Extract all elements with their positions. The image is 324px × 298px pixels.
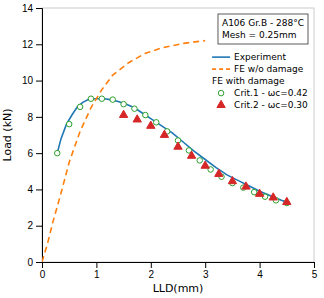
tick-mark <box>36 226 42 227</box>
legend-item: Experiment <box>212 52 286 62</box>
tick: 6 <box>27 148 42 159</box>
point <box>88 96 94 102</box>
point <box>215 169 223 176</box>
tick: 2 <box>149 262 155 280</box>
point <box>283 197 291 204</box>
series-line <box>42 41 205 262</box>
point <box>147 121 155 128</box>
legend: Experiment FE w/o damage FE with damage Cri… <box>212 52 308 110</box>
tick-label: 10 <box>22 75 34 86</box>
annotation: A106 Gr.B - 288°C Mesh = 0.25mm <box>218 14 308 44</box>
tick: 12 <box>22 39 42 50</box>
point <box>119 110 127 117</box>
point <box>160 130 168 137</box>
y-axis-line <box>36 9 43 263</box>
legend-swatch <box>218 90 224 96</box>
legend-label: FE w/o damage <box>234 64 304 74</box>
tick-mark <box>36 189 42 190</box>
legend-item: FE w/o damage <box>212 64 304 74</box>
tick-label: 12 <box>22 39 34 50</box>
point <box>228 176 236 183</box>
tick-label: 0 <box>27 257 33 268</box>
tick: 3 <box>203 262 209 280</box>
chart: 01234502468101214A106 Gr.B - 288°CMesh =… <box>0 0 324 298</box>
series-line <box>57 99 287 202</box>
tick-mark <box>260 262 261 268</box>
point <box>255 189 263 196</box>
tick-label: 8 <box>27 112 33 123</box>
x-axis: 0 1 2 3 4 5 <box>40 262 318 280</box>
annotation-text: A106 Gr.B - 288°C <box>222 18 304 28</box>
point <box>99 96 105 102</box>
point <box>77 104 83 110</box>
point <box>133 115 141 122</box>
tick: 2 <box>27 220 42 231</box>
point <box>242 182 250 189</box>
point <box>251 189 257 195</box>
annotation-box <box>218 14 308 44</box>
plot-frame <box>42 8 314 262</box>
tick: 0 <box>40 262 46 280</box>
point <box>54 150 60 156</box>
tick-label: 14 <box>22 3 34 14</box>
legend-item: Crit.2 - ωc=0.30 <box>217 100 308 110</box>
y-axis: 0 2 4 6 8 10 12 14 <box>22 3 43 268</box>
point <box>153 120 159 126</box>
tick: 5 <box>312 262 318 280</box>
tick-label: 3 <box>203 269 209 280</box>
legend-swatch <box>212 56 230 58</box>
point <box>201 161 209 168</box>
point <box>143 112 149 118</box>
point <box>132 106 138 112</box>
tick: 4 <box>257 262 263 280</box>
legend-label: Crit.1 - ωc=0.42 <box>234 88 308 98</box>
tick-mark <box>151 262 152 268</box>
tick-mark <box>36 153 42 154</box>
tick-label: 2 <box>27 220 33 231</box>
tick-label: 1 <box>94 269 100 280</box>
point <box>197 158 203 164</box>
tick-mark <box>36 81 42 82</box>
tick-mark <box>36 8 42 9</box>
tick: 1 <box>94 262 100 280</box>
tick-label: 2 <box>149 269 155 280</box>
point <box>269 193 277 200</box>
legend-item: Crit.1 - ωc=0.42 <box>218 88 307 98</box>
legend-heading: FE with damage <box>212 76 285 86</box>
tick: 4 <box>27 184 42 195</box>
legend-swatch <box>217 100 225 107</box>
tick-mark <box>205 262 206 268</box>
point <box>121 101 127 107</box>
tick: 8 <box>27 112 42 123</box>
tick-label: 0 <box>40 269 46 280</box>
point <box>110 97 116 103</box>
tick-label: 5 <box>312 269 318 280</box>
point <box>66 121 72 127</box>
legend-label: Crit.2 - ωc=0.30 <box>234 100 308 110</box>
tick-label: 6 <box>27 148 33 159</box>
legend-label: Experiment <box>234 52 286 62</box>
tick-mark <box>36 262 42 263</box>
point <box>187 151 195 158</box>
tick: 14 <box>22 3 42 14</box>
y-axis-title: Load (kN) <box>1 108 14 161</box>
plot: 01234502468101214A106 Gr.B - 288°CMesh =… <box>22 3 318 280</box>
annotation-text: Mesh = 0.25mm <box>222 30 297 40</box>
point <box>174 142 182 149</box>
tick-mark <box>36 44 42 45</box>
tick-label: 4 <box>257 269 263 280</box>
tick-mark <box>96 262 97 268</box>
tick-label: 4 <box>27 184 33 195</box>
legend-swatch <box>212 68 230 70</box>
x-axis-title: LLD(mm) <box>153 282 204 295</box>
tick: 0 <box>27 257 42 268</box>
tick-mark <box>36 117 42 118</box>
tick: 10 <box>22 75 42 86</box>
tick-mark <box>314 262 315 268</box>
x-axis-line <box>43 263 315 269</box>
